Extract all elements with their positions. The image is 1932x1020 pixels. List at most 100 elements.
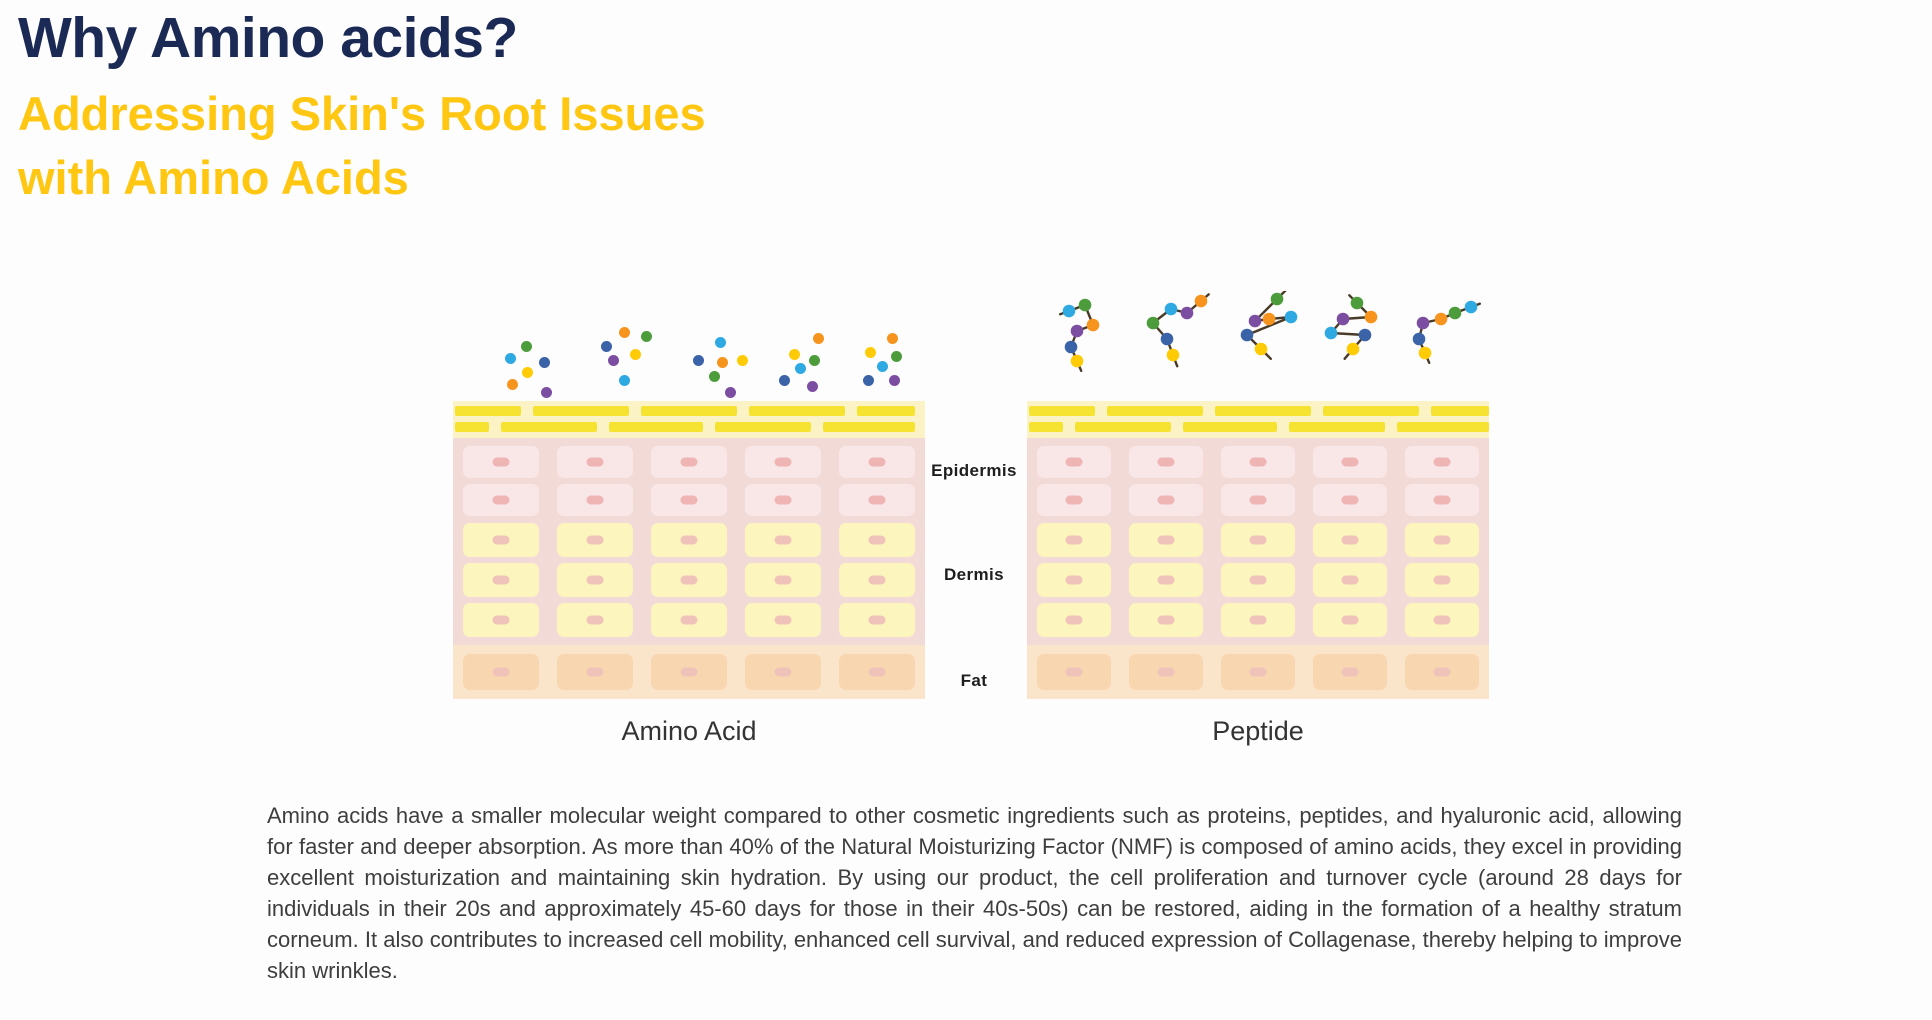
skin-cell (839, 603, 915, 637)
skin-cell (839, 446, 915, 478)
corneum-brick (609, 422, 703, 432)
cell-nucleus (586, 495, 604, 505)
amino-acid-dot (887, 333, 898, 344)
amino-acid-dot (709, 371, 720, 382)
cell-nucleus (492, 615, 510, 625)
skin-cell (1221, 563, 1295, 597)
cell-nucleus (680, 575, 698, 585)
cell-row (1037, 654, 1479, 690)
skin-cell (1129, 654, 1203, 690)
cell-row (463, 484, 915, 516)
peptide-bead (1164, 302, 1178, 316)
skin-cell (1313, 484, 1387, 516)
skin-cell (557, 484, 633, 516)
cell-nucleus (1433, 495, 1451, 505)
cell-nucleus (680, 495, 698, 505)
corneum-brick (501, 422, 597, 432)
skin-cell (1221, 654, 1295, 690)
cell-nucleus (1157, 575, 1175, 585)
cell-nucleus (868, 457, 886, 467)
cell-nucleus (680, 667, 698, 677)
amino-acid-dot (619, 375, 630, 386)
skin-cell (839, 654, 915, 690)
skin-layers (453, 438, 925, 699)
cell-nucleus (1249, 495, 1267, 505)
amino-acid-dot (541, 387, 552, 398)
corneum-brick (1431, 406, 1489, 416)
layer-epidermis (1027, 438, 1489, 520)
cell-nucleus (1249, 535, 1267, 545)
skin-cell (839, 523, 915, 557)
skin-cell (1313, 523, 1387, 557)
skin-cell (745, 523, 821, 557)
skin-cell (651, 523, 727, 557)
label-dermis: Dermis (943, 565, 1005, 584)
amino-acid-dot (807, 381, 818, 392)
cell-nucleus (586, 667, 604, 677)
skin-cell (1129, 484, 1203, 516)
cell-nucleus (868, 535, 886, 545)
cell-nucleus (1433, 575, 1451, 585)
peptide-bead (1254, 342, 1268, 356)
skin-cell (745, 446, 821, 478)
cell-nucleus (1433, 457, 1451, 467)
cell-nucleus (1249, 615, 1267, 625)
skin-cell (1221, 446, 1295, 478)
cell-nucleus (1065, 667, 1083, 677)
amino-acid-dot (507, 379, 518, 390)
skin-cell (1129, 523, 1203, 557)
corneum-brick (455, 406, 521, 416)
peptide-bead (1270, 292, 1284, 306)
amino-acid-dot (630, 349, 641, 360)
layer-fat (1027, 645, 1489, 699)
cell-row (463, 563, 915, 597)
skin-cell (651, 446, 727, 478)
skin-cell (463, 563, 539, 597)
corneum-brick (1029, 422, 1063, 432)
brick-row (1029, 406, 1489, 416)
skin-cell (1037, 654, 1111, 690)
cell-nucleus (586, 457, 604, 467)
amino-acid-dot (641, 331, 652, 342)
corneum-brick (823, 422, 915, 432)
peptide-bead (1064, 340, 1078, 354)
layer-dermis (1027, 520, 1489, 645)
cell-nucleus (1157, 615, 1175, 625)
cell-nucleus (1065, 615, 1083, 625)
label-fat: Fat (960, 671, 988, 690)
skin-cell (1405, 523, 1479, 557)
peptide-bead (1086, 318, 1100, 332)
cell-nucleus (586, 575, 604, 585)
corneum-brick (641, 406, 737, 416)
peptide-bead (1070, 324, 1084, 338)
peptide-bead (1358, 328, 1372, 342)
cell-nucleus (1341, 535, 1359, 545)
skin-cell (1037, 484, 1111, 516)
amino-acid-dot (865, 347, 876, 358)
cell-nucleus (774, 615, 792, 625)
skin-cell (651, 603, 727, 637)
skin-cell (463, 654, 539, 690)
peptide-bead (1336, 312, 1350, 326)
corneum-brick (1215, 406, 1311, 416)
cell-nucleus (1249, 457, 1267, 467)
cell-nucleus (1433, 535, 1451, 545)
corneum-brick (533, 406, 629, 416)
peptide-bead (1240, 328, 1254, 342)
cell-nucleus (586, 535, 604, 545)
peptide-bead (1434, 312, 1448, 326)
peptide-diagram (1027, 291, 1489, 699)
corneum-brick (749, 406, 845, 416)
stratum-corneum-bricks (453, 401, 925, 438)
amino-acid-dot (522, 367, 533, 378)
subtitle-line-2: with Amino Acids (18, 150, 409, 204)
skin-cell (557, 654, 633, 690)
skin-cell (745, 563, 821, 597)
skin-cell (651, 484, 727, 516)
amino-acid-dot (608, 355, 619, 366)
cell-nucleus (680, 615, 698, 625)
skin-cell (1129, 603, 1203, 637)
subtitle-line-1: Addressing Skin's Root Issues (18, 86, 706, 140)
cell-nucleus (1249, 667, 1267, 677)
skin-cell (557, 446, 633, 478)
